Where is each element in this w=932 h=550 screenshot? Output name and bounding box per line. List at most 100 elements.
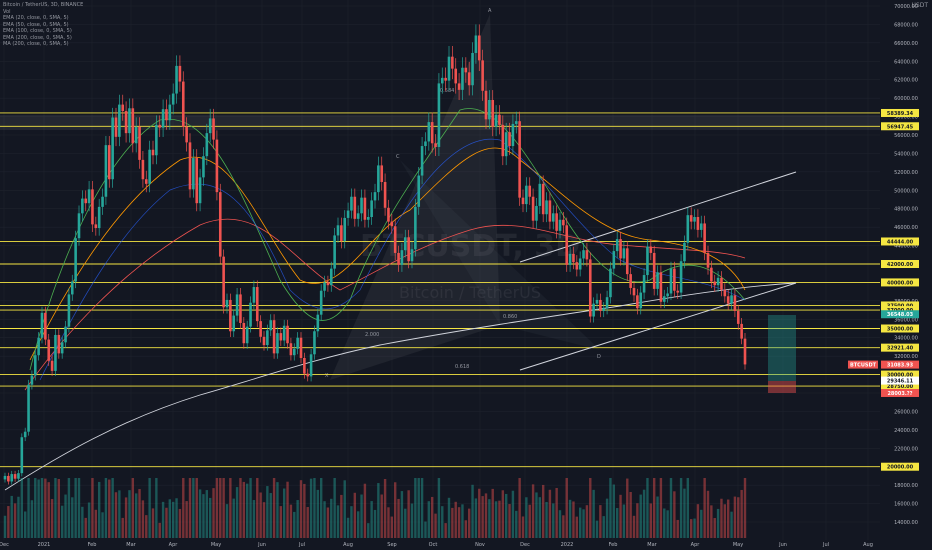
volume-bar: [175, 498, 178, 538]
volume-bar: [626, 478, 629, 538]
candle-body: [474, 35, 478, 53]
time-tick-label: Aug: [343, 542, 353, 548]
volume-bar: [185, 501, 188, 538]
chart-legend: Bitcoin / TetherUS, 3D, BINANCE Vol EMA …: [3, 2, 83, 48]
price-tick-label: 14000.00: [894, 520, 918, 526]
volume-bar: [256, 478, 259, 538]
volume-bar: [104, 478, 108, 538]
candle-body: [720, 277, 723, 290]
volume-bar: [397, 498, 400, 538]
level-tag: [881, 370, 919, 379]
candle-body: [726, 296, 730, 304]
volume-bar: [27, 478, 30, 538]
volume-bar: [710, 505, 713, 538]
volume-bar: [642, 489, 646, 538]
candle-body: [94, 224, 98, 229]
volume-bar: [437, 478, 441, 538]
candle-body: [23, 431, 27, 438]
volume-bar: [686, 478, 690, 538]
volume-bar: [663, 508, 666, 538]
volume-bar: [111, 478, 114, 538]
volume-bar: [666, 510, 669, 538]
time-tick-label: Mar: [126, 542, 136, 548]
candle-body: [689, 215, 693, 222]
candle-body: [74, 238, 77, 282]
candle-body: [437, 83, 441, 147]
candle-body: [161, 109, 165, 128]
candle-body: [249, 302, 252, 327]
channel-upper-line[interactable]: [519, 171, 797, 263]
legend-item[interactable]: Vol: [3, 8, 11, 15]
candle-body: [733, 295, 737, 311]
volume-bar: [410, 503, 414, 538]
legend-item[interactable]: EMA (200, close, 0, SMA, 5): [3, 34, 72, 41]
volume-bar: [703, 478, 706, 538]
candle-body: [289, 343, 293, 356]
candle-body: [67, 294, 71, 327]
candle-body: [662, 296, 666, 302]
volume-bar: [269, 493, 272, 538]
candle-body: [84, 198, 88, 204]
candle-body: [343, 217, 347, 241]
position-stop-zone[interactable]: [768, 381, 796, 393]
candle-body: [531, 196, 535, 221]
volume-bar: [733, 496, 737, 538]
volume-bar: [57, 479, 61, 538]
legend-item[interactable]: EMA (50, close, 0, SMA, 5): [3, 21, 69, 28]
volume-bar: [249, 478, 252, 538]
candle-body: [323, 282, 326, 291]
candle-body: [353, 196, 357, 219]
volume-bar: [706, 490, 710, 538]
candle-body: [508, 132, 511, 147]
volume-bar: [161, 501, 165, 538]
volume-bar: [636, 503, 639, 538]
volume-bar: [619, 494, 622, 538]
position-tool[interactable]: [768, 315, 796, 393]
price-tag: [881, 360, 919, 369]
volume-bar: [632, 515, 636, 538]
candle-body: [276, 333, 279, 354]
candle-body: [350, 196, 353, 211]
candle-body: [545, 200, 548, 215]
candle-body: [212, 118, 215, 140]
time-tick-label: Dec: [0, 542, 9, 548]
legend-item[interactable]: EMA (20, close, 0, SMA, 5): [3, 15, 69, 21]
volume-bar: [730, 511, 733, 538]
price-tick-label: 22000.00: [894, 446, 918, 452]
candle-body: [77, 213, 81, 239]
candle-body: [366, 217, 370, 220]
candle-body: [20, 437, 24, 474]
time-tick-label: Jun: [778, 542, 787, 548]
volume-bar: [599, 505, 602, 538]
volume-bar: [87, 502, 91, 538]
channel-lower-line[interactable]: [519, 282, 797, 371]
level-tag-label: 40000.00: [887, 280, 914, 286]
volume-bar: [494, 501, 498, 538]
candle-body: [128, 108, 131, 134]
candle-body: [134, 126, 138, 144]
candle-body: [81, 198, 84, 214]
volume-bar: [215, 478, 219, 538]
candle-body: [558, 219, 562, 231]
position-target-zone[interactable]: [768, 315, 796, 381]
volume-bar: [219, 478, 222, 538]
legend-item[interactable]: MA (200, close, 0, SMA, 5): [3, 41, 69, 47]
time-tick-label: Apr: [691, 542, 701, 548]
candle-body: [716, 277, 720, 286]
candle-body: [255, 287, 259, 322]
candle-body: [410, 249, 414, 262]
candle-body: [521, 197, 525, 205]
volume-bar: [282, 488, 286, 538]
volume-bar: [582, 509, 585, 538]
time-axis[interactable]: Dec 2021 Feb Mar Apr May Jun Jul Aug Sep Oct Nov Dec…: [0, 542, 873, 548]
candle-body: [504, 132, 508, 157]
candle-body: [447, 56, 451, 81]
legend-item[interactable]: EMA (100, close, 0, SMA, 5): [3, 28, 72, 34]
volume-bar: [390, 516, 394, 538]
time-tick-label: Aug: [863, 542, 873, 548]
volume-bar: [198, 489, 202, 538]
candle-body: [588, 259, 592, 317]
candle-body: [158, 124, 162, 128]
candle-body: [373, 192, 377, 201]
